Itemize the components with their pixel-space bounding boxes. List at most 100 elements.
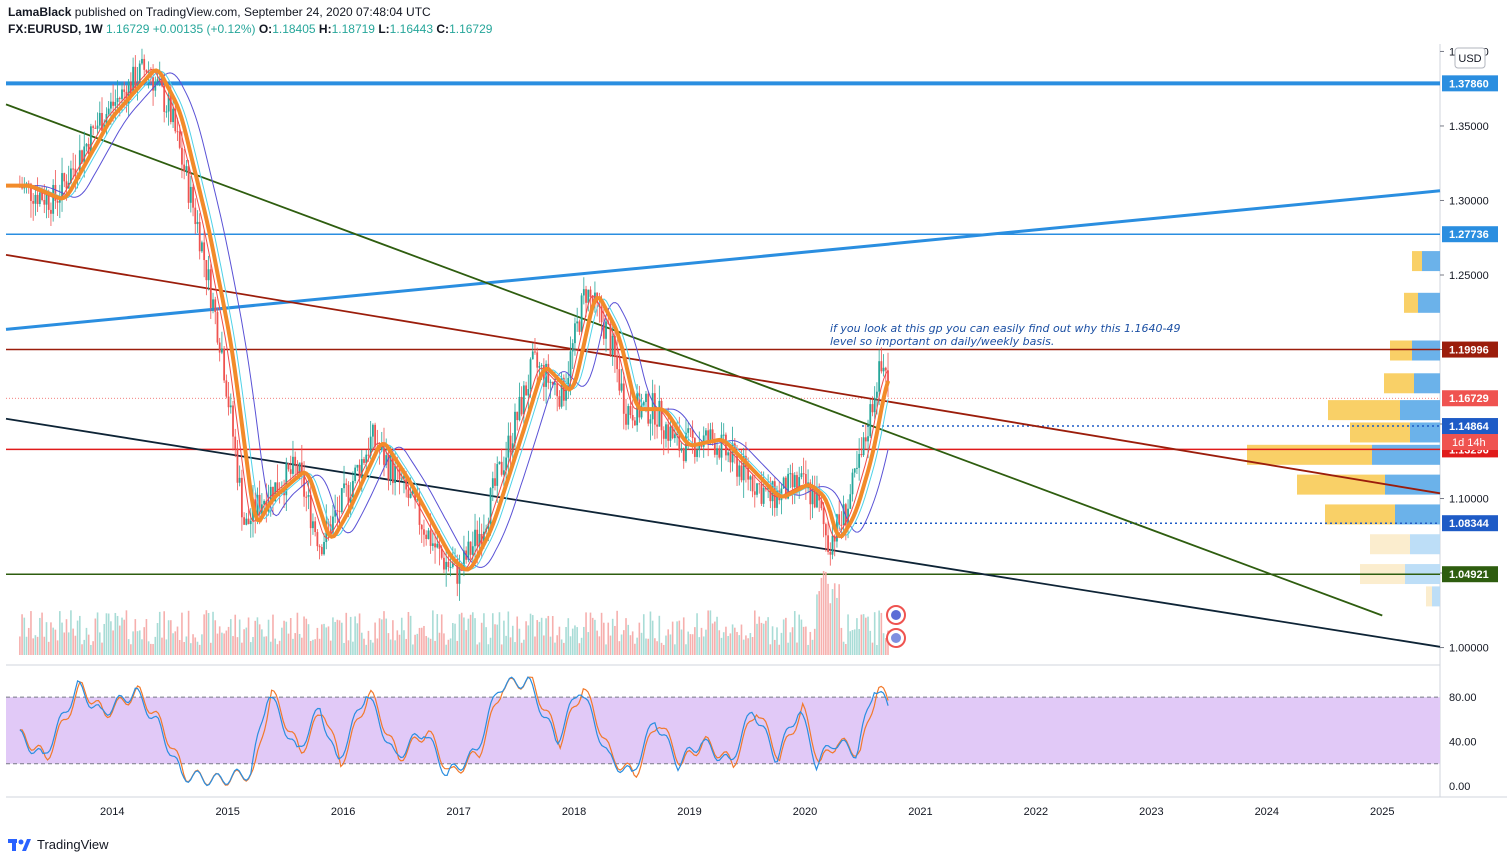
candle-body	[869, 404, 872, 437]
volume-bar	[865, 617, 867, 655]
candle-body	[65, 181, 68, 189]
volume-bar	[156, 623, 159, 655]
symbol-label: FX:EURUSD, 1W	[8, 22, 103, 36]
volume-bar	[742, 639, 745, 655]
volume-bar	[636, 637, 638, 655]
volume-bar	[312, 639, 314, 655]
volume-bar	[862, 614, 865, 655]
volume-bar	[178, 640, 181, 655]
candle-body	[538, 366, 541, 368]
volume-bar	[498, 612, 501, 655]
candle-body	[505, 457, 508, 471]
candle-body	[662, 430, 665, 439]
volume-bar	[702, 636, 705, 655]
candle-body	[733, 443, 736, 453]
volume-bar	[110, 621, 112, 655]
ma-line-50	[6, 68, 891, 572]
candle-body	[409, 493, 412, 498]
low-label: L:	[378, 22, 390, 36]
volume-bar	[292, 638, 294, 655]
volume-bar	[687, 631, 689, 655]
candle-body	[112, 101, 115, 106]
annotation-line-2: level so important on daily/weekly basis…	[830, 335, 1054, 348]
volume-bar	[336, 619, 339, 655]
candle-body	[791, 473, 794, 488]
volume-bar	[103, 623, 106, 655]
candle-body	[833, 535, 836, 542]
volume-bar	[740, 624, 743, 655]
volume-bar	[676, 621, 678, 655]
volume-bar	[152, 643, 154, 655]
volume-bar	[138, 630, 141, 655]
event-icons[interactable]	[886, 605, 906, 648]
candle-body	[287, 463, 290, 470]
candle-body	[371, 424, 374, 437]
candle-body	[396, 465, 399, 467]
volume-bar	[554, 642, 556, 655]
volume-bar	[181, 612, 183, 655]
volume-bar	[79, 615, 81, 655]
x-tick-label: 2018	[562, 806, 586, 818]
candle-body	[685, 432, 687, 462]
candle-body	[469, 541, 472, 555]
volume-bar	[294, 633, 296, 655]
volume-profile-bar	[1426, 586, 1432, 607]
volume-bar	[161, 637, 163, 655]
volume-bar	[465, 630, 467, 655]
volume-bar	[167, 620, 170, 655]
volume-bar	[92, 641, 94, 655]
candle-body	[640, 405, 643, 418]
candle-body	[831, 535, 834, 555]
candle-body	[718, 448, 721, 458]
candle-body	[725, 434, 727, 456]
candle-body	[43, 199, 46, 205]
candle-body	[320, 547, 323, 555]
candle-body	[585, 289, 587, 303]
volume-profile-bar	[1410, 534, 1440, 555]
volume-bar	[314, 639, 316, 655]
currency-button[interactable]: USD	[1454, 47, 1486, 69]
volume-bar	[511, 625, 514, 655]
volume-bar	[265, 636, 268, 655]
volume-bar	[736, 631, 738, 655]
last-price: 1.16729	[106, 22, 150, 36]
tradingview-logo[interactable]: TradingView	[8, 836, 109, 852]
volume-bar	[96, 612, 99, 655]
candle-body	[847, 508, 849, 526]
volume-profile-bar	[1385, 474, 1440, 495]
candle-body	[312, 521, 314, 529]
volume-profile-bar	[1412, 340, 1440, 361]
candle-body	[269, 486, 272, 502]
volume-bar	[778, 644, 781, 655]
volume-bar	[174, 631, 177, 655]
candle-body	[194, 207, 197, 225]
candle-body	[116, 97, 119, 103]
candle-body	[56, 200, 59, 203]
candle-body	[147, 71, 150, 73]
volume-bar	[43, 636, 46, 655]
candle-body	[536, 352, 539, 368]
volume-bar	[796, 642, 798, 655]
price-label-tag	[1442, 75, 1498, 92]
candle-body	[400, 478, 403, 480]
volume-bar	[685, 644, 687, 655]
candle-body	[742, 455, 745, 481]
volume-bar	[45, 622, 48, 655]
volume-bar	[276, 644, 279, 655]
volume-bar	[856, 618, 858, 655]
candle-body	[161, 78, 163, 86]
publisher-name[interactable]: LamaBlack	[8, 5, 72, 19]
volume-bar	[574, 625, 576, 655]
candle-body	[507, 435, 510, 458]
volume-bar	[756, 623, 758, 655]
volume-bar	[640, 632, 643, 655]
candle-body	[138, 63, 141, 84]
volume-bar	[343, 642, 345, 655]
x-tick-label: 2015	[215, 806, 239, 818]
volume-bar	[307, 624, 310, 655]
candle-body	[114, 102, 117, 106]
volume-bar	[714, 621, 716, 655]
volume-bar	[65, 619, 68, 655]
moving-averages	[6, 68, 891, 572]
